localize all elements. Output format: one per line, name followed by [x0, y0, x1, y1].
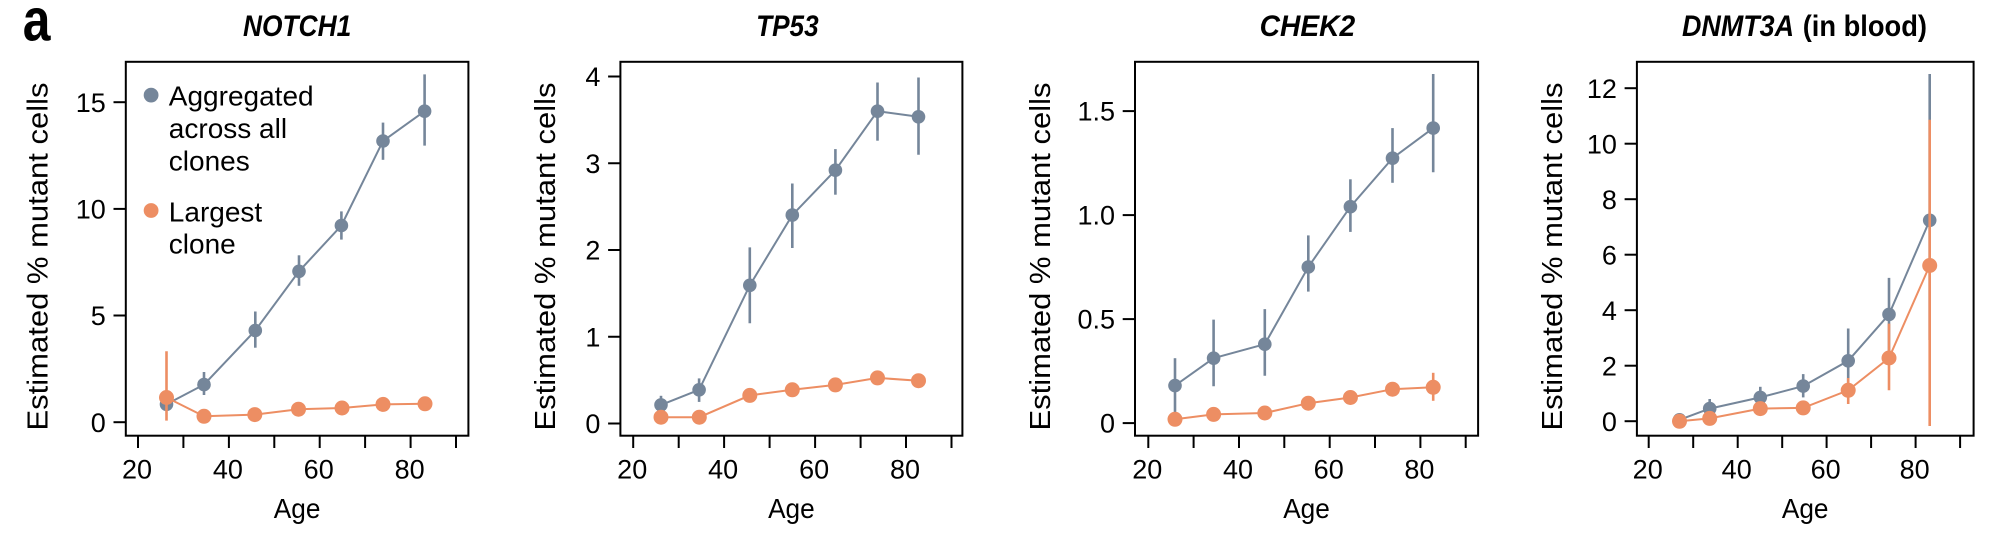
svg-text:Age: Age	[768, 493, 815, 524]
svg-text:DNMT3A: DNMT3A	[1682, 10, 1794, 43]
svg-text:40: 40	[213, 454, 243, 484]
svg-text:80: 80	[1404, 454, 1434, 484]
svg-text:across all: across all	[169, 113, 287, 144]
svg-text:clones: clones	[169, 146, 250, 177]
svg-text:60: 60	[799, 454, 829, 484]
svg-text:Estimated % mutant cells: Estimated % mutant cells	[530, 83, 562, 431]
svg-text:TP53: TP53	[756, 10, 819, 43]
svg-text:80: 80	[890, 454, 920, 484]
svg-text:80: 80	[395, 454, 425, 484]
svg-text:0.5: 0.5	[1077, 305, 1115, 335]
svg-text:40: 40	[1722, 454, 1752, 484]
svg-text:20: 20	[122, 454, 152, 484]
svg-text:10: 10	[1587, 129, 1617, 159]
svg-text:Estimated % mutant cells: Estimated % mutant cells	[1537, 83, 1569, 431]
svg-text:0: 0	[1100, 409, 1115, 439]
svg-text:80: 80	[1900, 454, 1930, 484]
svg-text:a: a	[23, 0, 51, 54]
svg-text:20: 20	[1132, 454, 1162, 484]
svg-text:1: 1	[585, 322, 600, 352]
svg-text:Estimated % mutant cells: Estimated % mutant cells	[1025, 83, 1057, 431]
svg-text:10: 10	[76, 195, 106, 225]
svg-text:Estimated % mutant cells: Estimated % mutant cells	[22, 83, 54, 431]
svg-text:60: 60	[1314, 454, 1344, 484]
svg-text:40: 40	[708, 454, 738, 484]
svg-text:Age: Age	[1782, 493, 1829, 524]
svg-text:20: 20	[617, 454, 647, 484]
svg-text:60: 60	[304, 454, 334, 484]
svg-text:1.5: 1.5	[1077, 97, 1115, 127]
svg-text:2: 2	[585, 236, 600, 266]
svg-text:0: 0	[585, 409, 600, 439]
svg-text:6: 6	[1602, 240, 1617, 270]
svg-text:Largest: Largest	[169, 197, 263, 228]
svg-text:2: 2	[1602, 351, 1617, 381]
svg-text:CHEK2: CHEK2	[1260, 10, 1356, 43]
svg-text:60: 60	[1811, 454, 1841, 484]
svg-text:0: 0	[1602, 407, 1617, 437]
svg-text:8: 8	[1602, 185, 1617, 215]
svg-text:15: 15	[76, 88, 106, 118]
svg-text:40: 40	[1223, 454, 1253, 484]
svg-text:(in blood): (in blood)	[1803, 10, 1927, 43]
svg-text:5: 5	[91, 301, 106, 331]
svg-text:NOTCH1: NOTCH1	[243, 10, 351, 43]
svg-text:Age: Age	[1283, 493, 1330, 524]
svg-text:1.0: 1.0	[1077, 201, 1115, 231]
svg-text:12: 12	[1587, 74, 1617, 104]
svg-text:20: 20	[1633, 454, 1663, 484]
svg-text:4: 4	[585, 62, 600, 92]
svg-text:3: 3	[585, 149, 600, 179]
svg-text:Aggregated: Aggregated	[169, 81, 314, 112]
svg-text:clone: clone	[169, 229, 236, 260]
svg-text:Age: Age	[274, 493, 321, 524]
svg-text:0: 0	[91, 408, 106, 438]
svg-text:4: 4	[1602, 296, 1617, 326]
